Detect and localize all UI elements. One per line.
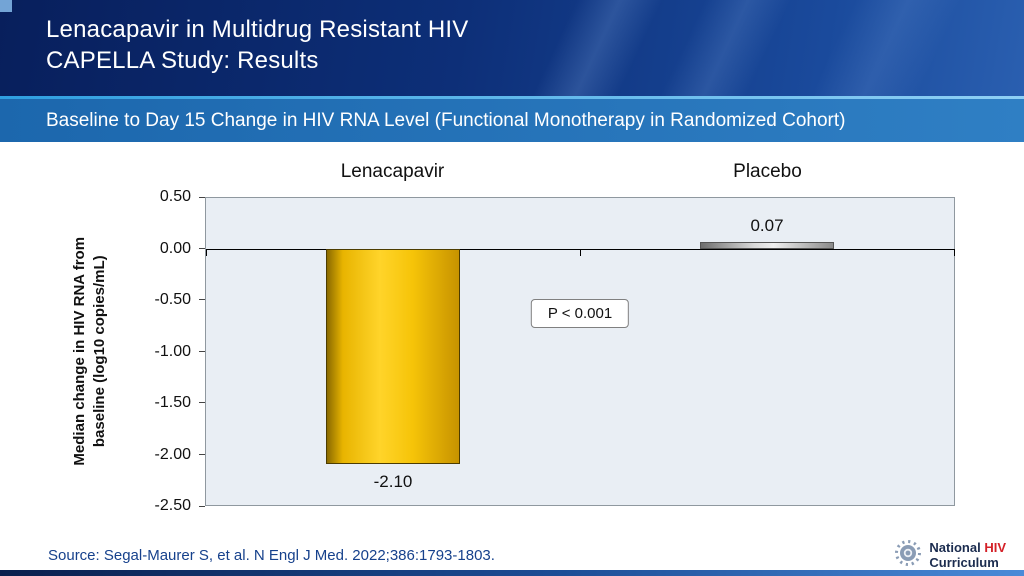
- x-axis-tick: [579, 249, 581, 257]
- bar-value-label: 0.07: [750, 216, 784, 236]
- logo-hiv: HIV: [984, 539, 1006, 555]
- y-tick-mark: [199, 505, 205, 507]
- y-tick-mark: [199, 351, 205, 352]
- title-line-1: Lenacapavir in Multidrug Resistant HIV: [46, 16, 469, 43]
- corner-accent: [0, 0, 12, 12]
- y-tick-label: -2.50: [154, 497, 191, 514]
- nhc-logo: National HIV Curriculum: [893, 538, 1006, 573]
- y-tick-mark: [199, 196, 205, 198]
- title-line-2: CAPELLA Study: Results: [46, 47, 319, 74]
- y-tick-mark: [199, 247, 205, 249]
- y-tick-label: -1.50: [154, 394, 191, 411]
- x-axis-tick: [953, 249, 955, 257]
- y-tick-label: 0.50: [159, 188, 191, 205]
- y-tick-mark: [199, 402, 205, 404]
- p-value-text: P < 0.001: [547, 305, 613, 323]
- subtitle-bar: Baseline to Day 15 Change in HIV RNA Lev…: [0, 99, 1024, 142]
- logo-curriculum: Curriculum: [929, 554, 999, 570]
- y-tick-label: -0.50: [154, 291, 191, 308]
- y-tick-mark: [199, 454, 205, 455]
- nhc-logo-text: National HIV Curriculum: [929, 539, 1006, 571]
- y-tick-label: -2.00: [154, 445, 191, 463]
- slide-title: Lenacapavir in Multidrug Resistant HIV C…: [46, 14, 468, 76]
- bar-value-label: -2.10: [373, 472, 413, 492]
- y-tick-mark: [199, 299, 205, 301]
- bar-placebo: [700, 242, 834, 250]
- y-axis-ticks: 0.50 0.00 -0.50 -1.00 -1.50 -2.00 -2.50: [100, 188, 205, 514]
- x-axis-tick: [205, 249, 207, 257]
- y-tick-label: -1.00: [154, 342, 191, 360]
- y-axis-title-line-1: Median change in HIV RNA from: [70, 237, 88, 466]
- plot-area: P < 0.001 -2.10 0.07: [205, 197, 955, 506]
- header-divider-line: [0, 96, 1024, 99]
- category-label-placebo: Placebo: [733, 161, 802, 182]
- bottom-accent-bar: [0, 570, 1024, 576]
- category-label-lenacapavir: Lenacapavir: [340, 161, 445, 182]
- p-value-box: P < 0.001: [530, 299, 630, 329]
- slide-header: Lenacapavir in Multidrug Resistant HIV C…: [0, 0, 1024, 96]
- logo-national: National: [929, 539, 981, 555]
- subtitle-text: Baseline to Day 15 Change in HIV RNA Lev…: [46, 109, 846, 131]
- virus-icon: [893, 538, 923, 573]
- y-tick-label: 0.00: [159, 239, 191, 257]
- bar-lenacapavir: [326, 249, 460, 465]
- category-labels: Lenacapavir Placebo: [205, 161, 955, 183]
- source-citation: Source: Segal-Maurer S, et al. N Engl J …: [48, 547, 495, 564]
